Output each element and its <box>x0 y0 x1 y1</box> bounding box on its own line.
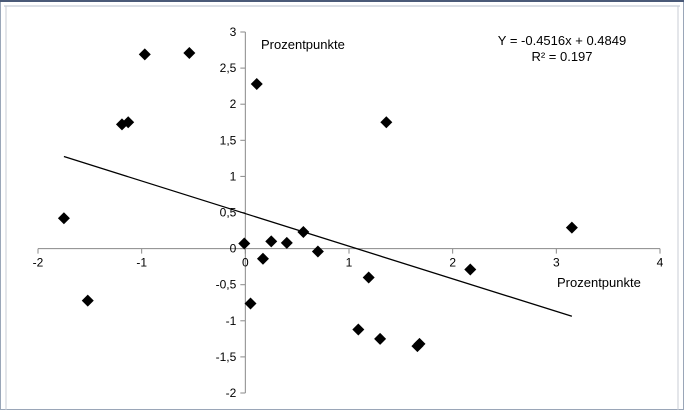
y-tick-label: 2 <box>230 97 237 111</box>
trendline <box>63 155 573 317</box>
data-point <box>265 235 278 248</box>
data-point <box>380 116 393 129</box>
data-point <box>297 225 310 238</box>
data-point <box>250 77 263 90</box>
x-tick-label: 0 <box>242 256 249 270</box>
y-tick-label: 1,5 <box>220 133 237 147</box>
y-tick-label: -0,5 <box>216 278 237 292</box>
trendline-equation: Y = -0.4516x + 0.4849 <box>498 33 626 48</box>
y-tick-label: -1 <box>226 314 237 328</box>
y-tick-label: -2 <box>226 386 237 400</box>
data-points <box>57 46 578 353</box>
data-point <box>57 212 70 225</box>
data-point <box>374 332 387 345</box>
data-point <box>413 337 426 350</box>
y-tick-label: -1,5 <box>216 350 237 364</box>
data-point <box>122 116 135 129</box>
y-axis-label: Prozentpunkte <box>261 37 345 52</box>
data-point <box>311 245 324 258</box>
data-point <box>238 237 251 250</box>
data-point <box>464 263 477 276</box>
data-point <box>256 252 269 265</box>
x-tick-label: 1 <box>346 256 353 270</box>
axes <box>37 31 661 394</box>
data-point <box>565 221 578 234</box>
x-tick-label: -2 <box>33 256 44 270</box>
y-tick-label: 1 <box>230 169 237 183</box>
data-point <box>81 294 94 307</box>
x-tick-label: 3 <box>553 256 560 270</box>
data-point <box>352 323 365 336</box>
y-tick-label: 0 <box>230 242 237 256</box>
data-point <box>138 48 151 61</box>
data-point <box>280 236 293 249</box>
tick-labels: -2 -1 0 1 2 3 4-2-1,5-1-0,500,511,522,53 <box>33 25 664 400</box>
data-point <box>183 46 196 59</box>
x-axis-label: Prozentpunkte <box>557 275 641 290</box>
data-point <box>362 271 375 284</box>
x-tick-label: -1 <box>136 256 147 270</box>
x-tick-label: 2 <box>449 256 456 270</box>
y-tick-label: 3 <box>230 25 237 39</box>
y-tick-label: 2,5 <box>220 61 237 75</box>
x-tick-label: 4 <box>657 256 664 270</box>
data-point <box>244 297 257 310</box>
trendline-r-squared: R² = 0.197 <box>531 49 592 64</box>
trendline-group <box>63 155 573 317</box>
